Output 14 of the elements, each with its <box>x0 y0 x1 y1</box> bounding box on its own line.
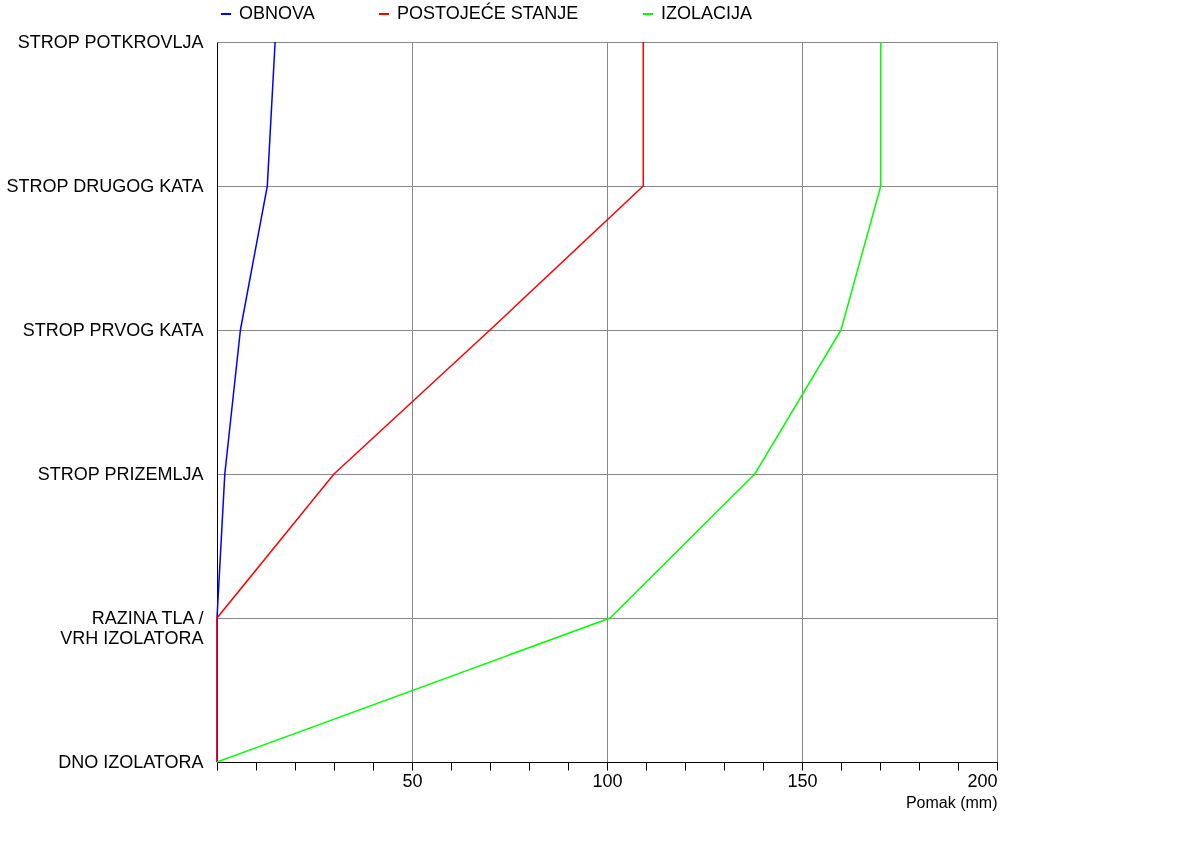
y-tick-label: STROP PRIZEMLJA <box>37 463 204 484</box>
x-tick-label: 50 <box>402 770 423 791</box>
y-tick-label: STROP POTKROVLJA <box>17 31 204 52</box>
x-tick-label: 200 <box>967 770 998 791</box>
y-tick-label: STROP DRUGOG KATA <box>6 175 204 196</box>
legend-label: IZOLACIJA <box>661 3 753 23</box>
legend-label: POSTOJEĆE STANJE <box>397 2 579 23</box>
y-tick-label: STROP PRVOG KATA <box>22 319 204 340</box>
x-axis-title: Pomak (mm) <box>905 793 998 811</box>
y-tick-label: RAZINA TLA / VRH IZOLATORA <box>60 607 204 648</box>
x-tick-label: 100 <box>592 770 623 791</box>
y-tick-label: DNO IZOLATORA <box>58 751 204 772</box>
x-tick-label: 150 <box>787 770 818 791</box>
legend-label: OBNOVA <box>239 3 315 23</box>
